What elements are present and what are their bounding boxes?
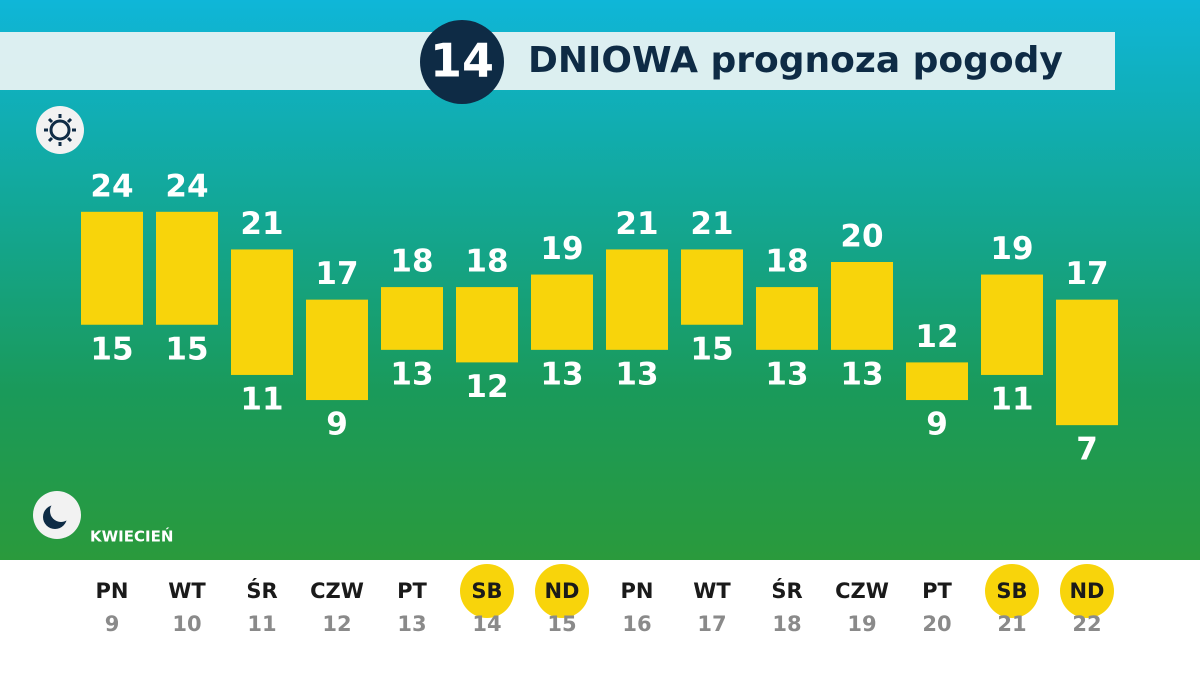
high-label: 12 <box>915 319 958 355</box>
temperature-bar <box>456 287 518 363</box>
temperature-bar <box>156 211 218 325</box>
high-label: 24 <box>165 168 208 204</box>
temperature-bar <box>756 287 818 350</box>
low-label: 13 <box>765 356 808 392</box>
temperature-bar <box>381 287 443 350</box>
day-name: PT <box>922 579 952 603</box>
high-label: 19 <box>540 231 583 267</box>
day-name: CZW <box>310 579 364 603</box>
temperature-bar <box>681 249 743 325</box>
day-name: PN <box>621 579 654 603</box>
high-label: 21 <box>690 206 733 242</box>
low-label: 9 <box>926 407 948 443</box>
day-date: 17 <box>697 612 726 636</box>
day-date: 11 <box>247 612 276 636</box>
high-label: 24 <box>90 168 133 204</box>
high-label: 18 <box>465 244 508 280</box>
day-date: 21 <box>997 612 1026 636</box>
weekend-marker <box>985 564 1039 618</box>
low-label: 9 <box>326 407 348 443</box>
day-date: 15 <box>547 612 576 636</box>
temperature-bar <box>231 249 293 375</box>
temperature-bar <box>531 274 593 350</box>
temperature-bar <box>906 362 968 401</box>
day-name: ND <box>544 579 579 603</box>
day-date: 13 <box>397 612 426 636</box>
temperature-bar <box>81 211 143 325</box>
day-name: WT <box>693 579 731 603</box>
day-date: 18 <box>772 612 801 636</box>
low-label: 11 <box>990 381 1033 417</box>
title-band <box>0 32 1115 90</box>
high-label: 18 <box>765 244 808 280</box>
day-date: 12 <box>322 612 351 636</box>
weekend-marker <box>460 564 514 618</box>
low-label: 13 <box>390 356 433 392</box>
low-label: 12 <box>465 369 508 405</box>
weekend-marker <box>535 564 589 618</box>
day-date: 9 <box>105 612 120 636</box>
temperature-bar <box>606 249 668 350</box>
low-label: 11 <box>240 381 283 417</box>
day-date: 22 <box>1072 612 1101 636</box>
day-name: PT <box>397 579 427 603</box>
day-name: CZW <box>835 579 889 603</box>
day-name: SB <box>471 579 502 603</box>
month-label: KWIECIEŃ <box>90 527 173 546</box>
low-label: 13 <box>840 356 883 392</box>
high-label: 21 <box>615 206 658 242</box>
high-label: 20 <box>840 219 883 255</box>
temperature-bar <box>981 274 1043 375</box>
day-date: 14 <box>472 612 501 636</box>
day-date: 10 <box>172 612 201 636</box>
low-label: 15 <box>165 331 208 367</box>
day-name: ŚR <box>246 578 277 603</box>
title-number: 14 <box>430 34 494 88</box>
low-label: 13 <box>615 356 658 392</box>
sun-icon <box>36 106 84 154</box>
low-label: 13 <box>540 356 583 392</box>
temperature-bar <box>831 262 893 350</box>
temperature-bar <box>1056 299 1118 426</box>
high-label: 19 <box>990 231 1033 267</box>
low-label: 15 <box>690 331 733 367</box>
high-label: 17 <box>1065 256 1108 292</box>
day-date: 19 <box>847 612 876 636</box>
day-name: ND <box>1069 579 1104 603</box>
moon-icon <box>33 491 81 539</box>
weekend-marker <box>1060 564 1114 618</box>
high-label: 17 <box>315 256 358 292</box>
day-date: 20 <box>922 612 951 636</box>
day-name: PN <box>96 579 129 603</box>
chart-title: DNIOWA prognoza pogody <box>528 40 1063 81</box>
temperature-bar <box>306 299 368 401</box>
day-name: ŚR <box>771 578 802 603</box>
title-badge <box>420 20 504 104</box>
low-label: 15 <box>90 331 133 367</box>
day-date: 16 <box>622 612 651 636</box>
high-label: 18 <box>390 244 433 280</box>
day-name: SB <box>996 579 1027 603</box>
high-label: 21 <box>240 206 283 242</box>
low-label: 7 <box>1076 432 1098 468</box>
day-name: WT <box>168 579 206 603</box>
